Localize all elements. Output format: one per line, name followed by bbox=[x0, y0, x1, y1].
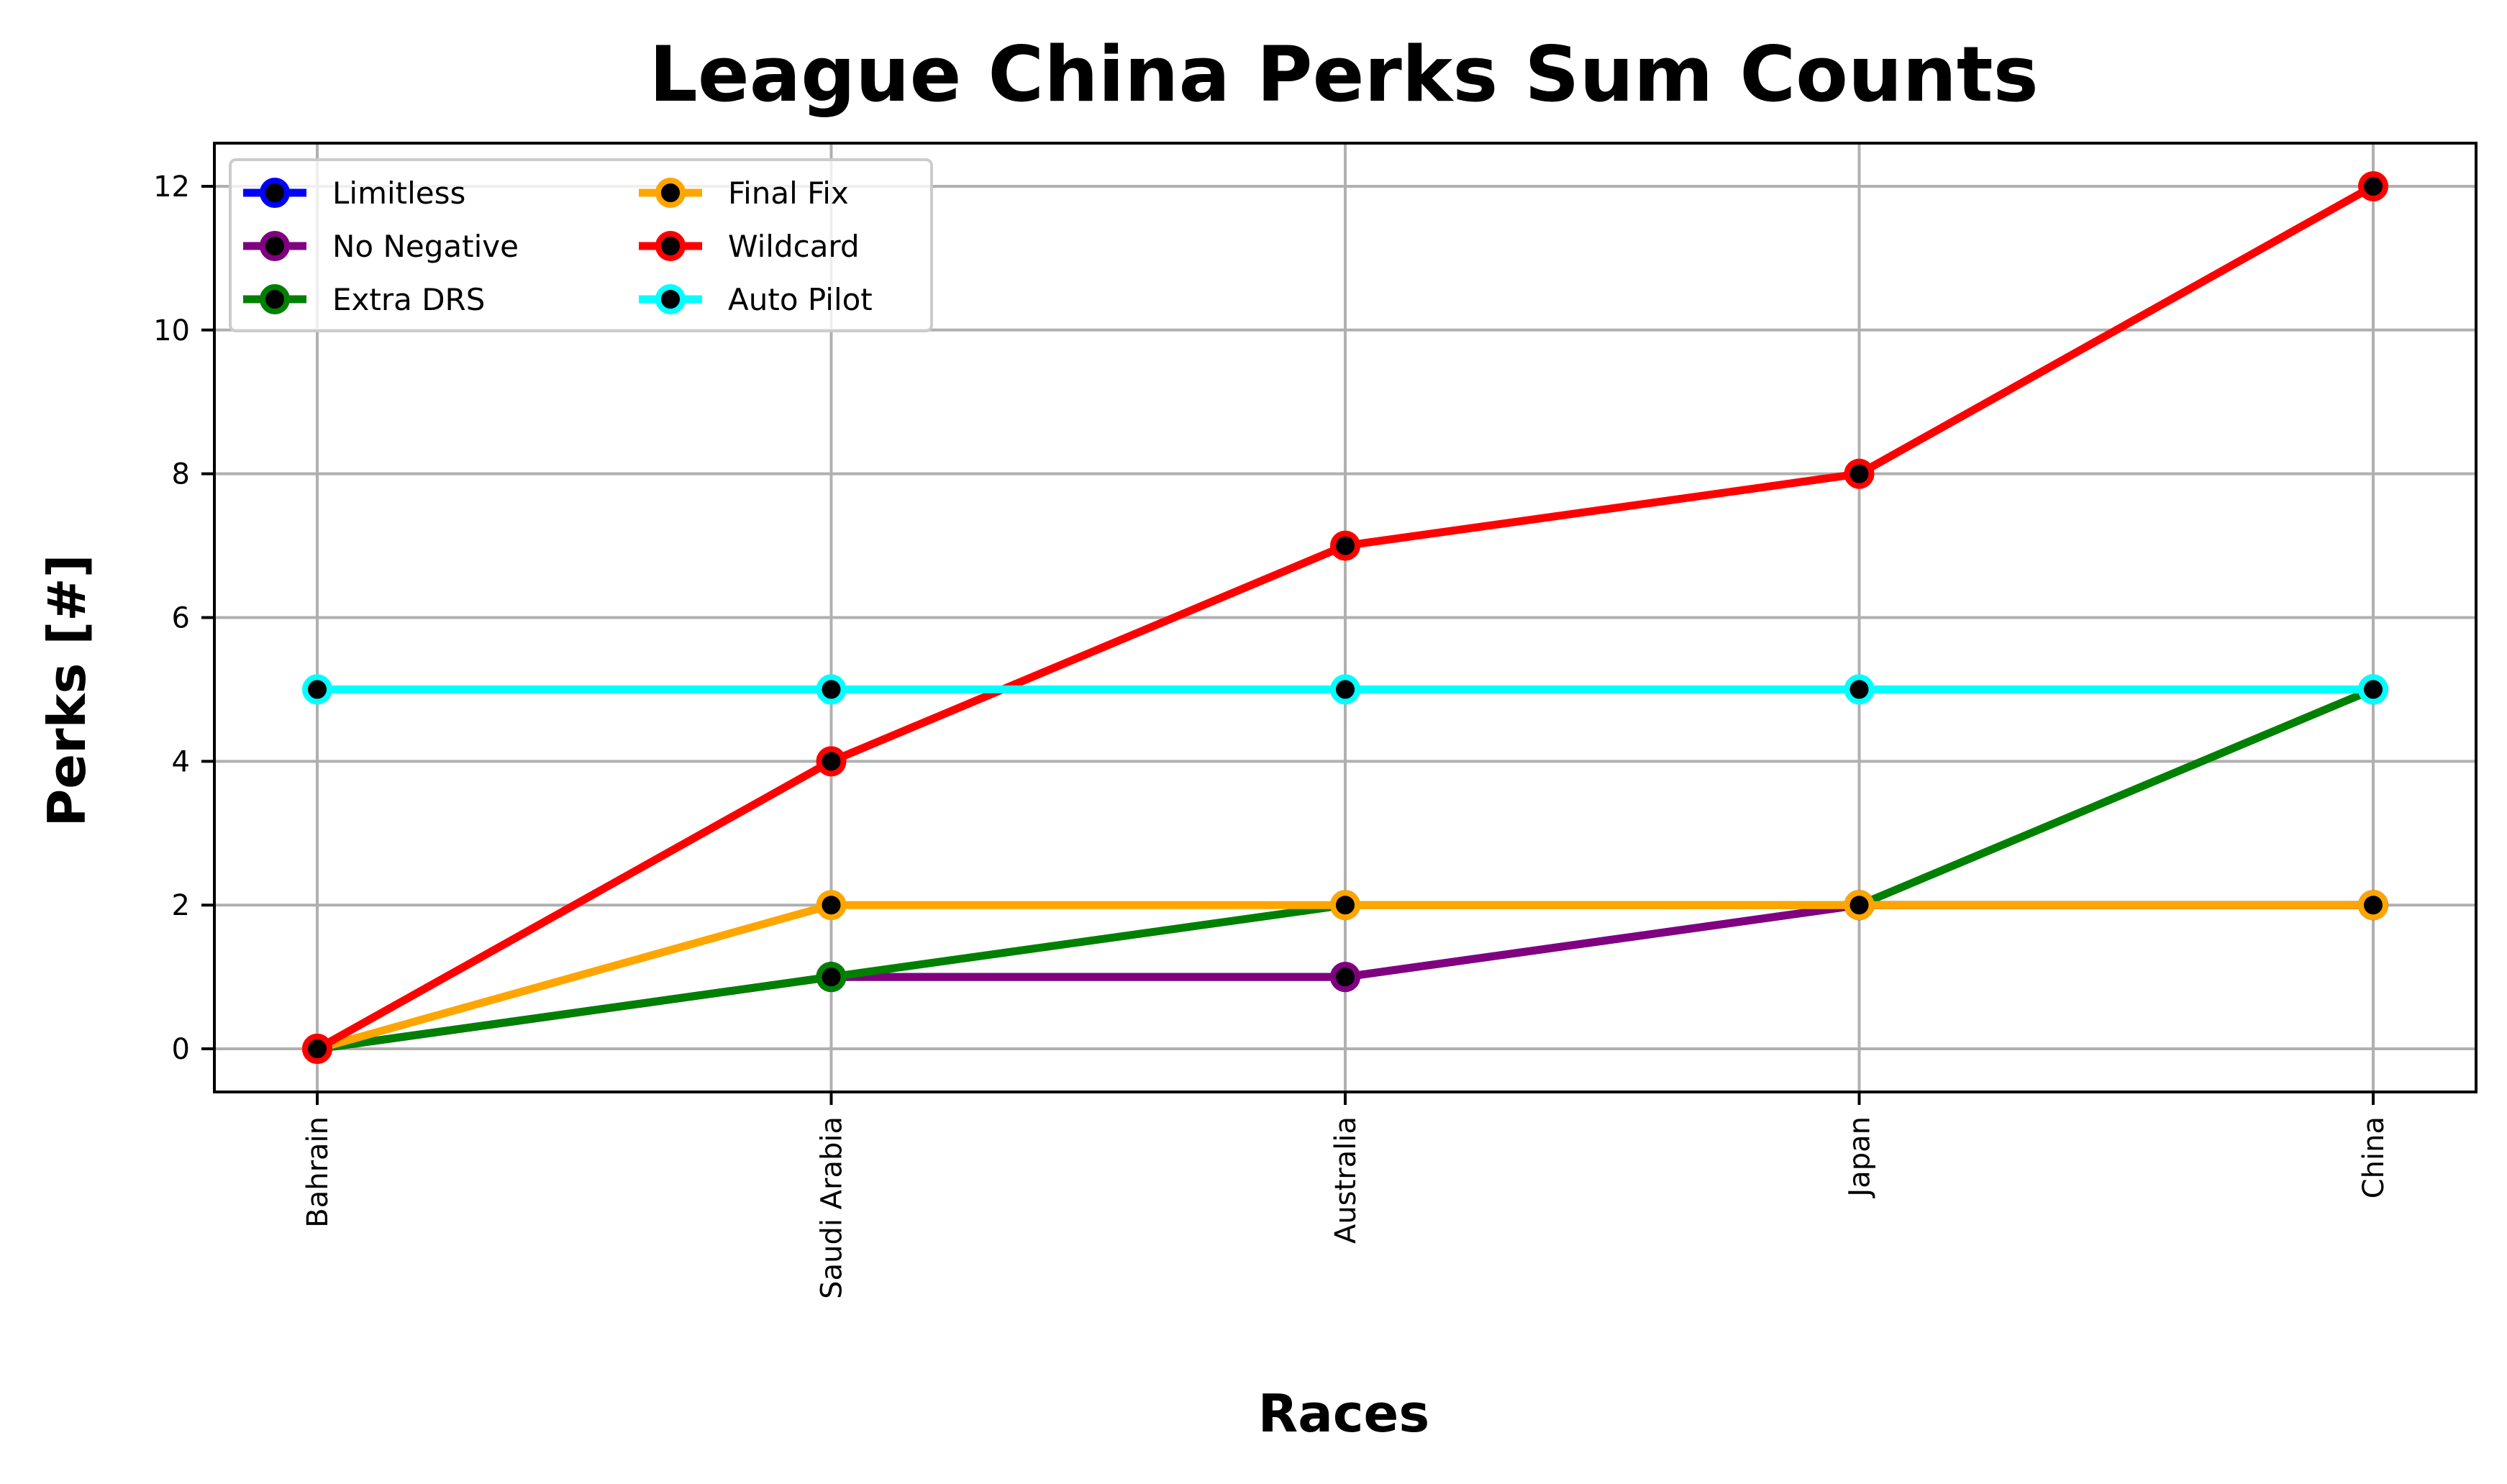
data-point bbox=[1844, 890, 1875, 921]
data-point bbox=[2358, 674, 2388, 705]
data-point bbox=[1330, 890, 1360, 921]
legend-marker bbox=[260, 231, 290, 261]
legend: Limitless No Negative Extra DRS Final Fix Wi… bbox=[229, 158, 933, 332]
y-tick-label: 4 bbox=[172, 745, 190, 778]
x-tick-label: Australia bbox=[1329, 1116, 1362, 1244]
data-point bbox=[302, 674, 332, 705]
x-tick-label: China bbox=[2357, 1116, 2390, 1198]
data-point bbox=[1844, 458, 1875, 489]
legend-label: No Negative bbox=[332, 229, 519, 264]
y-tick-label: 2 bbox=[172, 889, 190, 922]
legend-label: Wildcard bbox=[728, 229, 860, 264]
data-point bbox=[816, 746, 847, 777]
y-axis-label: Perks [#] bbox=[37, 554, 97, 827]
data-point bbox=[2358, 890, 2388, 921]
legend-marker bbox=[260, 178, 290, 208]
legend-marker bbox=[655, 178, 686, 208]
data-point bbox=[1330, 530, 1360, 561]
data-point bbox=[2358, 170, 2388, 201]
data-point bbox=[302, 1034, 332, 1065]
legend-marker bbox=[260, 284, 290, 314]
legend-marker bbox=[655, 231, 686, 261]
x-tick-label: Saudi Arabia bbox=[816, 1116, 849, 1299]
y-tick-label: 0 bbox=[172, 1033, 190, 1066]
chart-title: League China Perks Sum Counts bbox=[649, 30, 2038, 119]
data-point bbox=[1844, 674, 1875, 705]
legend-label: Extra DRS bbox=[332, 282, 485, 317]
y-axis-ticks: 0 2 4 6 8 10 12 bbox=[153, 170, 214, 1066]
legend-marker bbox=[655, 284, 686, 314]
x-tick-label: Bahrain bbox=[301, 1116, 335, 1228]
data-point bbox=[1330, 962, 1360, 993]
data-point bbox=[816, 890, 847, 921]
legend-label: Limitless bbox=[332, 176, 465, 211]
x-axis-ticks: Bahrain Saudi Arabia Australia Japan China bbox=[301, 1092, 2390, 1299]
data-point bbox=[816, 962, 847, 993]
legend-label: Final Fix bbox=[728, 176, 849, 211]
data-point bbox=[1330, 674, 1360, 705]
y-tick-label: 12 bbox=[153, 170, 190, 204]
y-tick-label: 6 bbox=[172, 602, 190, 635]
y-tick-label: 10 bbox=[153, 314, 190, 347]
x-axis-label: Races bbox=[1258, 1383, 1429, 1444]
y-tick-label: 8 bbox=[172, 458, 190, 491]
x-tick-label: Japan bbox=[1844, 1116, 1877, 1199]
legend-label: Auto Pilot bbox=[728, 282, 873, 317]
series-lines bbox=[302, 170, 2388, 1065]
legend-box bbox=[229, 158, 933, 332]
data-point bbox=[816, 674, 847, 705]
